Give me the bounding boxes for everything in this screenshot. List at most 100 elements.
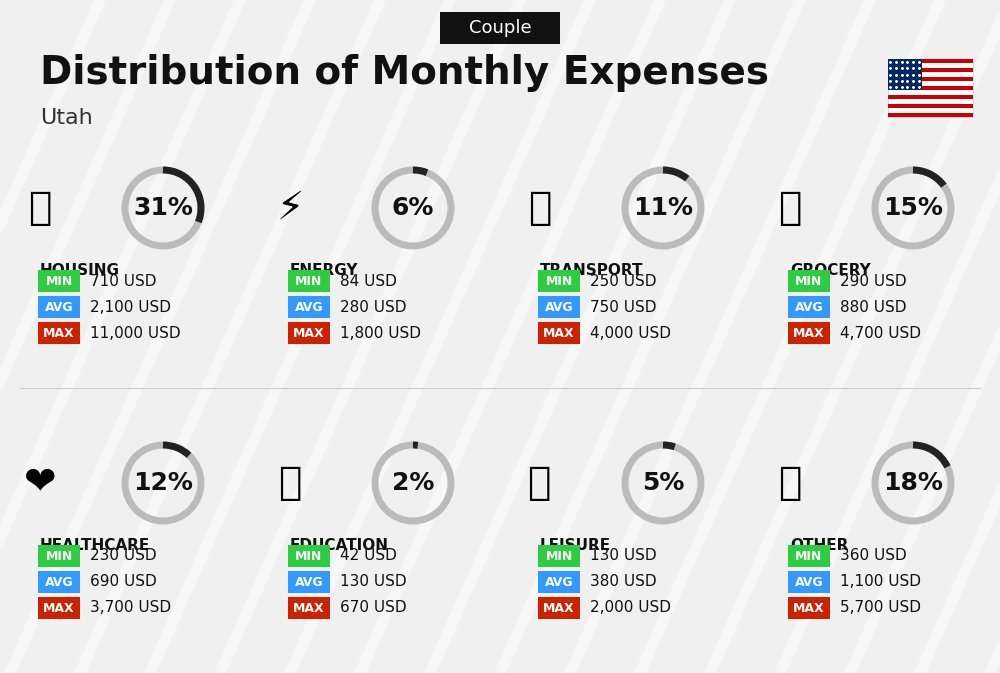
Text: 2,100 USD: 2,100 USD: [90, 299, 171, 314]
FancyBboxPatch shape: [440, 12, 560, 44]
Text: 4,000 USD: 4,000 USD: [590, 326, 671, 341]
Text: 250 USD: 250 USD: [590, 273, 656, 289]
FancyBboxPatch shape: [38, 296, 80, 318]
Text: 280 USD: 280 USD: [340, 299, 406, 314]
FancyBboxPatch shape: [538, 296, 580, 318]
FancyBboxPatch shape: [788, 545, 830, 567]
Text: 130 USD: 130 USD: [590, 548, 657, 563]
Text: 880 USD: 880 USD: [840, 299, 906, 314]
Text: 1,100 USD: 1,100 USD: [840, 575, 921, 590]
Text: AVG: AVG: [295, 575, 323, 588]
Text: 230 USD: 230 USD: [90, 548, 157, 563]
Text: Utah: Utah: [40, 108, 93, 128]
Text: MIN: MIN: [795, 275, 823, 287]
FancyBboxPatch shape: [288, 597, 330, 618]
Text: MIN: MIN: [795, 549, 823, 563]
Text: ⚡: ⚡: [276, 189, 304, 227]
FancyBboxPatch shape: [888, 68, 972, 73]
Text: 290 USD: 290 USD: [840, 273, 907, 289]
Text: MAX: MAX: [543, 602, 575, 614]
FancyBboxPatch shape: [888, 104, 972, 108]
Text: 2,000 USD: 2,000 USD: [590, 600, 671, 616]
Text: 31%: 31%: [133, 196, 193, 220]
FancyBboxPatch shape: [888, 77, 972, 81]
FancyBboxPatch shape: [288, 545, 330, 567]
Text: EDUCATION: EDUCATION: [290, 538, 389, 553]
FancyBboxPatch shape: [538, 322, 580, 344]
Text: MAX: MAX: [43, 326, 75, 339]
Text: 💰: 💰: [778, 464, 802, 502]
Text: GROCERY: GROCERY: [790, 263, 871, 278]
FancyBboxPatch shape: [888, 85, 972, 90]
Text: 🏢: 🏢: [28, 189, 52, 227]
Text: MIN: MIN: [295, 275, 323, 287]
Text: HOUSING: HOUSING: [40, 263, 120, 278]
Text: AVG: AVG: [45, 575, 73, 588]
FancyBboxPatch shape: [888, 59, 972, 63]
FancyBboxPatch shape: [288, 571, 330, 593]
Text: MIN: MIN: [545, 549, 573, 563]
FancyBboxPatch shape: [38, 271, 80, 292]
Text: Couple: Couple: [469, 19, 531, 37]
Text: 380 USD: 380 USD: [590, 575, 657, 590]
FancyBboxPatch shape: [38, 322, 80, 344]
Text: Distribution of Monthly Expenses: Distribution of Monthly Expenses: [40, 54, 769, 92]
FancyBboxPatch shape: [538, 271, 580, 292]
FancyBboxPatch shape: [788, 597, 830, 618]
Text: 670 USD: 670 USD: [340, 600, 407, 616]
FancyBboxPatch shape: [38, 597, 80, 618]
FancyBboxPatch shape: [888, 112, 972, 117]
Text: TRANSPORT: TRANSPORT: [540, 263, 644, 278]
Text: 42 USD: 42 USD: [340, 548, 397, 563]
Text: 4,700 USD: 4,700 USD: [840, 326, 921, 341]
FancyBboxPatch shape: [888, 59, 922, 90]
Text: 🛒: 🛒: [778, 189, 802, 227]
Text: OTHER: OTHER: [790, 538, 848, 553]
FancyBboxPatch shape: [888, 59, 972, 117]
Text: 710 USD: 710 USD: [90, 273, 156, 289]
Text: 11,000 USD: 11,000 USD: [90, 326, 181, 341]
Text: MAX: MAX: [43, 602, 75, 614]
Text: MAX: MAX: [293, 326, 325, 339]
FancyBboxPatch shape: [38, 571, 80, 593]
Text: MIN: MIN: [45, 275, 73, 287]
Text: MIN: MIN: [295, 549, 323, 563]
FancyBboxPatch shape: [888, 95, 972, 99]
Text: AVG: AVG: [795, 575, 823, 588]
Text: 130 USD: 130 USD: [340, 575, 407, 590]
Text: MAX: MAX: [293, 602, 325, 614]
FancyBboxPatch shape: [788, 571, 830, 593]
Text: AVG: AVG: [45, 301, 73, 314]
Text: HEALTHCARE: HEALTHCARE: [40, 538, 150, 553]
Text: ENERGY: ENERGY: [290, 263, 358, 278]
Text: MIN: MIN: [545, 275, 573, 287]
FancyBboxPatch shape: [788, 322, 830, 344]
Text: AVG: AVG: [295, 301, 323, 314]
Text: 15%: 15%: [883, 196, 943, 220]
Text: LEISURE: LEISURE: [540, 538, 611, 553]
Text: ❤️: ❤️: [24, 464, 56, 502]
FancyBboxPatch shape: [538, 597, 580, 618]
FancyBboxPatch shape: [788, 271, 830, 292]
FancyBboxPatch shape: [288, 322, 330, 344]
Text: 5%: 5%: [642, 471, 684, 495]
Text: 2%: 2%: [392, 471, 434, 495]
Text: 3,700 USD: 3,700 USD: [90, 600, 171, 616]
Text: 11%: 11%: [633, 196, 693, 220]
Text: 🛍️: 🛍️: [528, 464, 552, 502]
Text: MAX: MAX: [793, 602, 825, 614]
FancyBboxPatch shape: [288, 271, 330, 292]
Text: 1,800 USD: 1,800 USD: [340, 326, 421, 341]
Text: MAX: MAX: [793, 326, 825, 339]
Text: AVG: AVG: [545, 301, 573, 314]
Text: 🎓: 🎓: [278, 464, 302, 502]
FancyBboxPatch shape: [788, 296, 830, 318]
Text: 6%: 6%: [392, 196, 434, 220]
Text: AVG: AVG: [545, 575, 573, 588]
FancyBboxPatch shape: [538, 571, 580, 593]
Text: 18%: 18%: [883, 471, 943, 495]
Text: 5,700 USD: 5,700 USD: [840, 600, 921, 616]
Text: MAX: MAX: [543, 326, 575, 339]
Text: MIN: MIN: [45, 549, 73, 563]
FancyBboxPatch shape: [38, 545, 80, 567]
